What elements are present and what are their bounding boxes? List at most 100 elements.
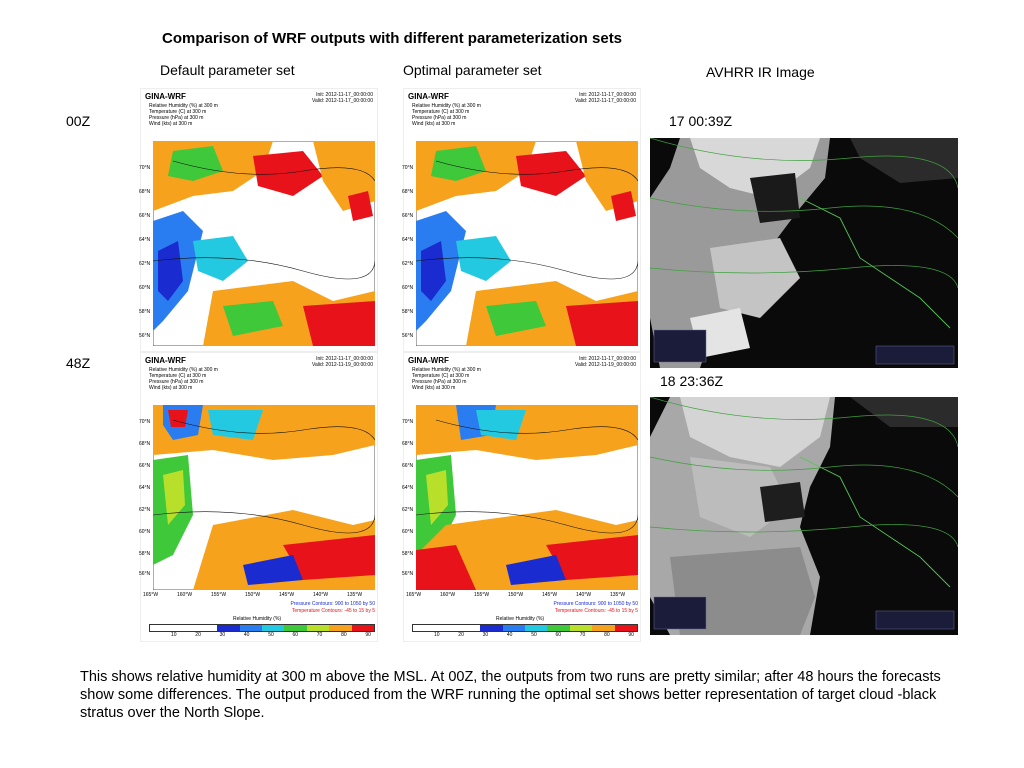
lon-label: 145°W <box>279 592 295 598</box>
panel-header: GINA-WRF Init: 2012-11-17_00:00:00 Valid… <box>141 89 377 143</box>
colorbar-tick: 20 <box>195 632 201 638</box>
variable-wind: Wind (kts) at 300 m <box>412 385 456 391</box>
colorbar-swatch <box>413 625 436 631</box>
colorbar-tick: 50 <box>268 632 274 638</box>
init-time: Init: 2012-11-17_00:00:00 <box>316 92 373 98</box>
satellite-scene <box>650 397 958 635</box>
colorbar-swatch <box>480 625 503 631</box>
colorbar-swatch <box>194 625 218 631</box>
colorbar-ticks: 10 20 30 40 50 60 70 80 90 <box>434 632 634 638</box>
variable-list: Relative Humidity (%) at 300 m Temperatu… <box>149 367 218 391</box>
column-heading-avhrr: AVHRR IR Image <box>706 64 815 80</box>
colorbar-swatch <box>217 625 240 631</box>
lat-label: 68°N <box>139 189 151 195</box>
colorbar-swatch <box>306 625 330 631</box>
colorbar-title: Relative Humidity (%) <box>233 616 282 622</box>
colorbar-swatch <box>150 625 173 631</box>
page-title: Comparison of WRF outputs with different… <box>162 30 623 47</box>
lon-label: 135°W <box>347 592 363 598</box>
panel-brand: GINA-WRF <box>408 92 449 101</box>
lat-label: 70°N <box>402 165 414 171</box>
panel-header: GINA-WRF Init: 2012-11-17_00:00:00 Valid… <box>141 353 377 407</box>
lat-label: 66°N <box>139 463 151 469</box>
colorbar-tick: 40 <box>506 632 513 638</box>
variable-wind: Wind (kts) at 300 m <box>412 121 456 127</box>
lon-label: 165°W <box>143 592 159 598</box>
pressure-contours-note: Pressure Contours: 900 to 1050 by 50 <box>290 601 376 607</box>
pressure-contours-note: Pressure Contours: 900 to 1050 by 50 <box>553 601 639 607</box>
panel-header: GINA-WRF Init: 2012-11-17_00:00:00 Valid… <box>404 89 640 143</box>
panel-times: Init: 2012-11-17_00:00:00 Valid: 2012-11… <box>575 356 636 368</box>
variable-list: Relative Humidity (%) at 300 m Temperatu… <box>412 367 481 391</box>
lat-label: 62°N <box>139 261 151 267</box>
column-heading-default: Default parameter set <box>160 62 295 78</box>
variable-wind: Wind (kts) at 300 m <box>149 121 193 127</box>
colorbar-tick: 60 <box>555 632 562 638</box>
lat-label: 56°N <box>139 571 151 577</box>
init-time: Init: 2012-11-17_00:00:00 <box>579 356 636 362</box>
panel-times: Init: 2012-11-17_00:00:00 Valid: 2012-11… <box>312 356 373 368</box>
variable-rh: Relative Humidity (%) at 300 m <box>149 367 218 373</box>
lon-label: 165°W <box>406 592 422 598</box>
valid-time: Valid: 2012-11-17_00:00:00 <box>575 98 636 104</box>
colorbar-tick: 70 <box>579 632 586 638</box>
colorbar-tick: 40 <box>243 632 250 638</box>
lon-label: 135°W <box>610 592 626 598</box>
lon-label: 160°W <box>440 592 456 598</box>
lon-label: 140°W <box>313 592 329 598</box>
variable-pressure: Pressure (hPa) at 300 m <box>412 379 467 385</box>
colorbar-swatch <box>614 625 638 631</box>
lat-label: 68°N <box>402 441 414 447</box>
lon-label: 150°W <box>508 592 524 598</box>
colorbar-swatch <box>502 625 526 631</box>
colorbar-tick: 80 <box>604 632 610 638</box>
colorbar-swatch <box>592 625 615 631</box>
lat-label: 62°N <box>402 261 414 267</box>
lat-label: 56°N <box>402 333 414 339</box>
lat-label: 62°N <box>402 507 414 513</box>
colorbar-tick: 20 <box>458 632 464 638</box>
row-label-00z: 00Z <box>66 113 91 129</box>
avhrr-ir-image-1 <box>650 138 958 368</box>
colorbar-ticks: 10 20 30 40 50 60 70 80 90 <box>171 632 371 638</box>
avhrr-ir-image-2 <box>650 397 958 635</box>
humidity-map <box>416 405 638 590</box>
colorbar-swatch <box>525 625 548 631</box>
temperature-contours-note: Temperature Contours: -45 to 15 by 5 <box>291 608 375 614</box>
wrf-panel-00z-optimal: GINA-WRF Init: 2012-11-17_00:00:00 Valid… <box>402 88 641 352</box>
variable-rh: Relative Humidity (%) at 300 m <box>412 367 481 373</box>
colorbar-swatch <box>239 625 263 631</box>
colorbar-swatch <box>547 625 570 631</box>
lat-label: 70°N <box>139 419 151 425</box>
lat-label: 58°N <box>402 551 414 557</box>
lat-label: 66°N <box>402 463 414 469</box>
lat-label: 66°N <box>139 213 151 219</box>
init-time: Init: 2012-11-17_00:00:00 <box>579 92 636 98</box>
colorbar-title: Relative Humidity (%) <box>496 616 545 622</box>
valid-time: Valid: 2012-11-19_00:00:00 <box>312 362 373 368</box>
variable-wind: Wind (kts) at 300 m <box>149 385 193 391</box>
variable-rh: Relative Humidity (%) at 300 m <box>149 103 218 109</box>
panel-brand: GINA-WRF <box>145 356 186 365</box>
panel-times: Init: 2012-11-17_00:00:00 Valid: 2012-11… <box>312 92 373 104</box>
colorbar-tick: 10 <box>434 632 440 638</box>
lat-label: 68°N <box>139 441 151 447</box>
lat-label: 62°N <box>139 507 151 513</box>
lon-label: 145°W <box>542 592 558 598</box>
lat-label: 66°N <box>402 213 414 219</box>
lat-label: 60°N <box>402 285 414 291</box>
variable-pressure: Pressure (hPa) at 300 m <box>149 379 204 385</box>
colorbar-tick: 30 <box>482 632 489 638</box>
lat-label: 58°N <box>139 309 151 315</box>
humidity-map <box>153 141 375 346</box>
colorbar-swatch <box>172 625 195 631</box>
wrf-panel-48z-default: GINA-WRF Init: 2012-11-17_00:00:00 Valid… <box>139 352 378 642</box>
lat-label: 60°N <box>139 529 151 535</box>
lon-label: 155°W <box>474 592 490 598</box>
wrf-panel-00z-default: GINA-WRF Init: 2012-11-17_00:00:00 Valid… <box>139 88 378 352</box>
colorbar-tick: 60 <box>292 632 299 638</box>
lat-label: 64°N <box>139 237 151 243</box>
colorbar <box>412 624 638 632</box>
variable-rh: Relative Humidity (%) at 300 m <box>412 103 481 109</box>
variable-list: Relative Humidity (%) at 300 m Temperatu… <box>412 103 481 127</box>
